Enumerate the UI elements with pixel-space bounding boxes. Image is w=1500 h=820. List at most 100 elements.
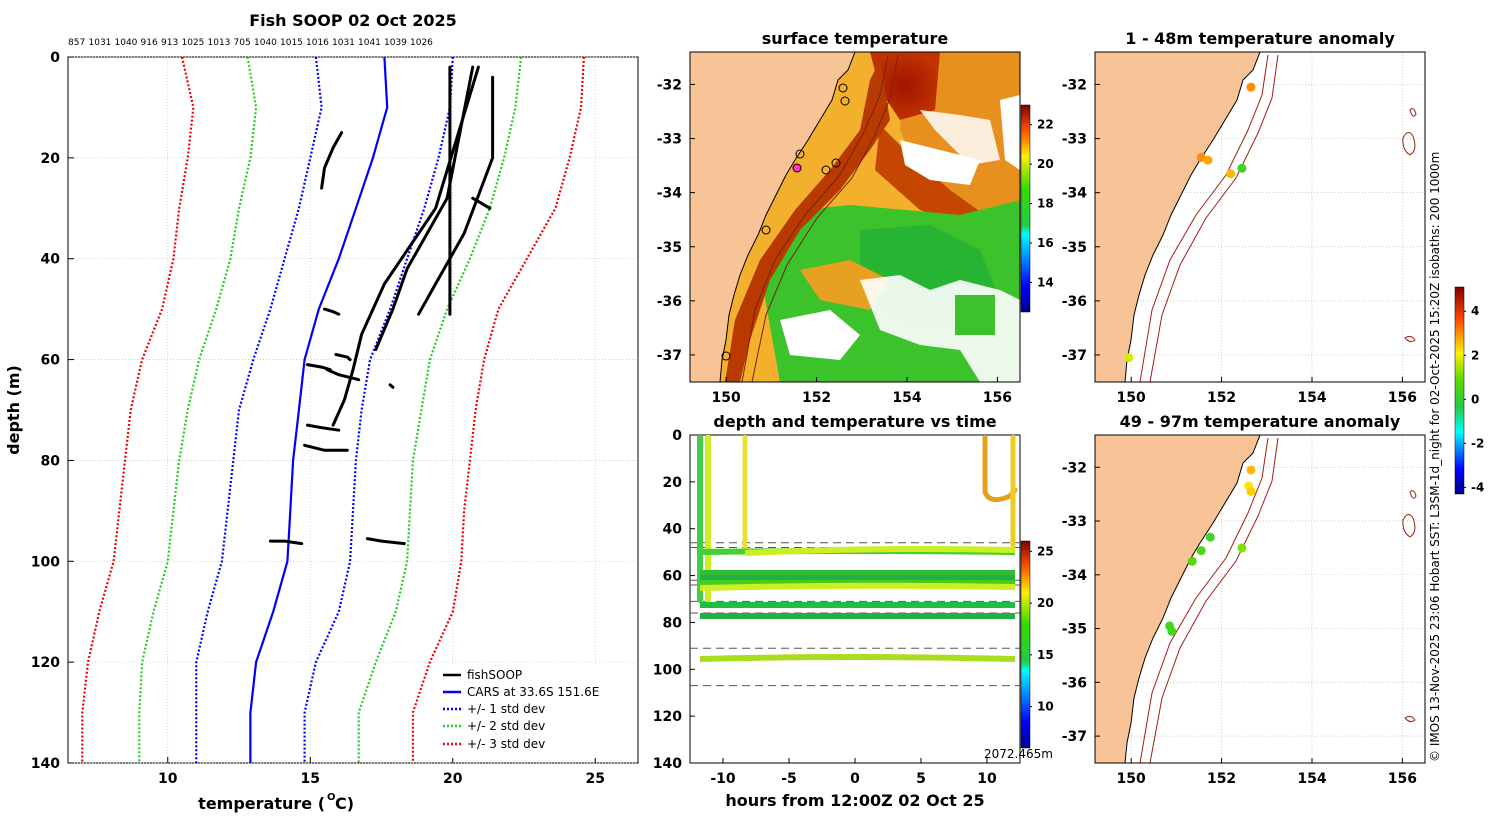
profile-ytick-label: 40	[41, 252, 61, 268]
anom-deep-xtick-label: 152	[1207, 771, 1236, 787]
profile-fish-trace	[268, 539, 304, 546]
depth-time-xtick-label: 10	[977, 771, 997, 787]
anom-deep-seamount-3	[1404, 715, 1416, 723]
track-50m-b	[744, 546, 1016, 556]
track-96m	[699, 654, 1016, 662]
anom-deep-axes-box	[1094, 434, 1426, 764]
depth-time-ytick-label: 60	[663, 569, 683, 585]
profile-xlabel-degree: O	[327, 792, 336, 803]
depth-time-ytick-label: 20	[663, 475, 683, 491]
sst-isobath-200	[741, 54, 889, 382]
sst-station-marker	[840, 96, 850, 106]
profile-panel: Fish SOOP 02 Oct 2025 857 1031 1040 916 913 1…	[4, 11, 639, 813]
profile-fish-trace	[303, 443, 349, 452]
profile-top-labels: 857 1031 1040 916 913 1025 1013 705 1040 1015 1016…	[68, 38, 433, 48]
legend-label-sd2: +/- 2 std dev	[467, 719, 545, 733]
anom-deep-point	[1196, 546, 1206, 556]
depth-time-colorbar	[1020, 540, 1031, 749]
profile-top-label: 1013	[208, 38, 231, 48]
profile-fish-trace	[320, 131, 344, 190]
profile-top-label: 1039	[384, 38, 407, 48]
sst-station-marker	[761, 225, 771, 235]
sst-cloud-5	[780, 310, 860, 360]
anom-shallow-axes-box	[1094, 51, 1426, 383]
anom-deep-points	[1165, 465, 1256, 636]
depth-time-colorbar-ticks: 10 15 20 25	[1030, 544, 1054, 714]
depth-time-xtick-label: -5	[781, 771, 797, 787]
profile-ytick-label: 140	[31, 756, 60, 772]
depth-time-xlabel: hours from 12:00Z 02 Oct 25	[725, 791, 984, 810]
profile-xlabel-unit: C)	[335, 794, 354, 813]
sst-station-marker	[831, 158, 841, 168]
sst-map-xtick-label: 154	[892, 390, 921, 406]
profile-top-label: 1025	[182, 38, 205, 48]
profile-fish-trace	[325, 368, 361, 382]
anom-shallow-ytick-label: -33	[1062, 132, 1087, 148]
anom-deep-ytick-label: -36	[1062, 675, 1087, 691]
sst-map-ticks: 150 152 154 156 -32 -33 -34 -35 -36 -37	[657, 77, 1012, 406]
sst-map-ytick-label: -35	[657, 240, 682, 256]
depth-time-tracks	[697, 435, 1018, 662]
anom-deep-ytick-label: -32	[1062, 460, 1087, 476]
profile-ytick-label: 100	[31, 554, 60, 570]
profile-fish-trace	[388, 383, 395, 389]
anomaly-colorbar-ticks: -4 -2 0 2 4	[1464, 304, 1484, 494]
depth-time-ytick-label: 100	[653, 662, 682, 678]
anom-deep-point	[1167, 626, 1177, 636]
anom-shallow-xtick-label: 152	[1207, 390, 1236, 406]
anom-deep-ytick-label: -35	[1062, 622, 1087, 638]
sst-station-marker	[721, 351, 731, 361]
profile-legend: fishSOOP CARS at 33.6S 151.6E +/- 1 std …	[438, 666, 634, 758]
depth-time-colorbar-tick-label: 20	[1037, 596, 1054, 610]
legend-label-sd3: +/- 3 std dev	[467, 737, 545, 751]
profile-xtick-label: 25	[586, 771, 605, 787]
profile-ytick-label: 20	[41, 151, 61, 167]
anom-shallow-ytick-label: -36	[1062, 294, 1087, 310]
sst-cloud-2	[920, 110, 1000, 165]
anomaly-colorbar	[1454, 286, 1465, 495]
profile-ytick-label: 80	[41, 453, 61, 469]
profile-top-label: 916	[141, 38, 158, 48]
profile-fish-trace	[365, 537, 406, 546]
sst-colorbar-ticks: 14 16 18 20 22	[1030, 118, 1054, 289]
depth-time-ytick-label: 40	[663, 522, 683, 538]
anom-shallow-isobath-200	[1139, 54, 1269, 382]
anom-deep-point	[1205, 532, 1215, 542]
profile-ytick-label: 60	[41, 353, 61, 369]
anom-deep-point	[1246, 465, 1256, 475]
anom-deep-seamount-2	[1409, 490, 1417, 499]
depth-time-panel: depth and temperature vs time -10 -5 0 5 100…	[653, 412, 1054, 810]
sst-colorbar-tick-label: 16	[1037, 236, 1054, 250]
anom-shallow-map	[1095, 52, 1425, 382]
anom-shallow-point	[1196, 152, 1206, 162]
depth-time-xtick-label: -10	[710, 771, 736, 787]
profile-series-line	[249, 56, 389, 763]
depth-time-ytick-label: 140	[653, 756, 682, 772]
legend-label-fish: fishSOOP	[467, 668, 522, 682]
sst-map-xtick-label: 152	[802, 390, 831, 406]
depth-time-ytick-label: 120	[653, 709, 682, 725]
sst-colorbar-tick-label: 14	[1037, 275, 1054, 289]
anom-deep-isobath-1000	[1149, 437, 1279, 763]
profile-series-line	[138, 56, 258, 763]
anom-shallow-xtick-label: 156	[1388, 390, 1417, 406]
depth-time-ytick-label: 0	[672, 428, 682, 444]
anom-deep-ticks: 150 152 154 156 -32 -33 -34 -35 -36 -37	[1062, 460, 1417, 787]
anom-shallow-seamount-3	[1404, 335, 1416, 343]
profile-ytick-label: 120	[31, 655, 60, 671]
sst-map-title: surface temperature	[762, 29, 949, 48]
anomaly-colorbar-tick-label: -2	[1471, 436, 1484, 450]
anom-shallow-point	[1246, 82, 1256, 92]
sst-map-ytick-label: -37	[657, 348, 682, 364]
sst-cloud-1	[900, 140, 980, 185]
anomaly-colorbar-tick-label: 2	[1471, 348, 1479, 362]
anom-deep-xtick-label: 156	[1388, 771, 1417, 787]
profile-top-label: 1041	[358, 38, 381, 48]
anomaly-colorbar-tick-label: 0	[1471, 392, 1479, 406]
profile-fish-trace	[417, 75, 495, 316]
profile-lines	[81, 56, 585, 763]
depth-time-xtick-label: 5	[916, 771, 926, 787]
profile-fish-trace	[471, 196, 492, 210]
depth-time-colorbar-tick-label: 25	[1037, 544, 1054, 558]
